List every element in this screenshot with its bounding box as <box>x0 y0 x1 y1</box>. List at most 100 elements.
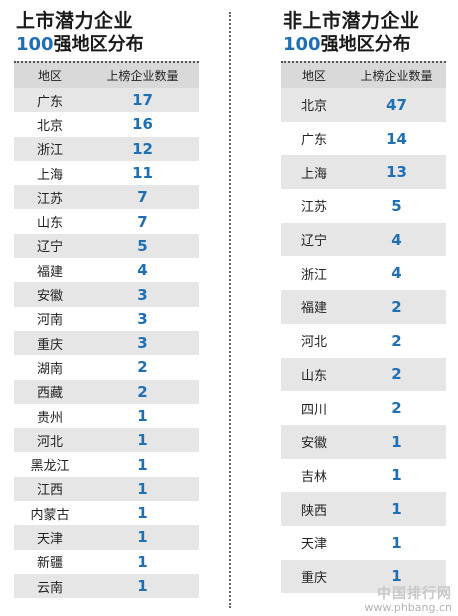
listed-table-row: 山东 7 <box>14 209 199 233</box>
listed-row-region: 黑龙江 <box>30 459 70 475</box>
unlisted-row-count: 2 <box>391 365 402 384</box>
listed-row-region: 上海 <box>36 167 63 183</box>
site-watermark: 中国排行网 www.phbang.cn <box>364 586 452 614</box>
listed-row-region: 福建 <box>36 264 63 280</box>
unlisted-header-region: 地区 <box>301 69 326 83</box>
unlisted-table-row: 吉林 1 <box>281 459 446 493</box>
listed-table-row: 黑龙江 1 <box>14 452 199 476</box>
unlisted-row-count: 1 <box>391 533 402 552</box>
listed-row-region: 河北 <box>36 434 63 450</box>
listed-row-region: 重庆 <box>36 337 63 353</box>
listed-table-row: 江西 1 <box>14 476 199 502</box>
listed-row-count: 16 <box>132 115 153 134</box>
unlisted-table-row: 浙江 4 <box>281 256 446 290</box>
unlisted-title-line1: 非上市潜力企业 <box>283 10 420 32</box>
unlisted-row-region: 重庆 <box>300 570 327 586</box>
unlisted-table-row: 河北 2 <box>281 324 446 358</box>
watermark-line2: www.phbang.cn <box>364 601 452 614</box>
listed-row-region: 江苏 <box>36 191 63 207</box>
unlisted-table-row: 重庆 1 <box>281 559 446 594</box>
listed-row-region: 浙江 <box>36 143 63 159</box>
unlisted-row-count: 14 <box>386 129 407 148</box>
unlisted-row-region: 浙江 <box>300 267 327 283</box>
listed-title: 上市潜力企业 100强地区分布 <box>14 0 199 58</box>
unlisted-row-count: 13 <box>386 163 407 182</box>
listed-row-count: 1 <box>137 528 148 547</box>
listed-table-row: 安徽 3 <box>14 282 199 307</box>
listed-row-count: 7 <box>137 188 148 207</box>
listed-panel: 上市潜力企业 100强地区分布 地区 上榜企业数量 广东 17 北京 16 浙江 12 上海… <box>14 0 199 599</box>
listed-row-region: 湖南 <box>36 361 63 377</box>
listed-row-count: 1 <box>137 431 148 450</box>
listed-table-header: 地区 上榜企业数量 <box>14 61 199 88</box>
listed-table-row: 江苏 7 <box>14 185 199 210</box>
unlisted-row-count: 2 <box>391 331 402 350</box>
listed-header-region: 地区 <box>37 69 62 83</box>
watermark-line1: 中国排行网 <box>377 586 452 602</box>
unlisted-row-region: 吉林 <box>300 469 327 485</box>
unlisted-title-line2: 100强地区分布 <box>283 30 411 56</box>
unlisted-row-count: 2 <box>391 297 402 316</box>
unlisted-row-count: 1 <box>391 500 402 519</box>
listed-row-region: 安徽 <box>36 289 63 305</box>
listed-row-count: 1 <box>137 455 148 474</box>
listed-row-count: 1 <box>137 504 148 523</box>
unlisted-row-count: 1 <box>391 432 402 451</box>
listed-row-count: 2 <box>137 382 148 401</box>
unlisted-table-row: 福建 2 <box>281 290 446 324</box>
panel-divider <box>229 12 231 608</box>
listed-row-region: 天津 <box>36 531 63 547</box>
unlisted-row-count: 4 <box>391 264 402 283</box>
listed-row-count: 3 <box>137 334 148 353</box>
listed-table-row: 西藏 2 <box>14 379 199 404</box>
unlisted-row-count: 1 <box>391 567 402 586</box>
listed-table-row: 重庆 3 <box>14 330 199 356</box>
listed-row-region: 广东 <box>36 94 63 110</box>
unlisted-title: 非上市潜力企业 100强地区分布 <box>281 0 446 58</box>
listed-row-region: 西藏 <box>36 386 63 402</box>
unlisted-table-row: 上海 13 <box>281 155 446 190</box>
unlisted-title-rest: 强地区分布 <box>320 34 411 55</box>
listed-title-rest: 强地区分布 <box>53 34 144 55</box>
unlisted-table-row: 安徽 1 <box>281 424 446 459</box>
listed-header-count: 上榜企业数量 <box>106 69 179 83</box>
listed-row-region: 北京 <box>36 118 63 134</box>
listed-table-row: 内蒙古 1 <box>14 501 199 525</box>
listed-table: 地区 上榜企业数量 广东 17 北京 16 浙江 12 上海 11 江苏 7 山东 7 辽宁 5 福建 4 安徽… <box>14 61 199 599</box>
listed-row-count: 3 <box>137 285 148 304</box>
listed-table-row: 天津 1 <box>14 525 199 550</box>
unlisted-row-count: 47 <box>386 95 407 114</box>
listed-row-region: 贵州 <box>36 410 63 426</box>
listed-table-row: 云南 1 <box>14 573 199 599</box>
listed-row-region: 江西 <box>36 483 63 499</box>
unlisted-row-region: 河北 <box>300 335 327 351</box>
listed-row-region: 河南 <box>36 313 63 329</box>
listed-row-count: 4 <box>137 261 148 280</box>
listed-row-region: 云南 <box>36 580 63 596</box>
unlisted-row-count: 2 <box>391 399 402 418</box>
unlisted-row-region: 天津 <box>300 537 327 553</box>
listed-row-count: 7 <box>137 212 148 231</box>
listed-row-count: 2 <box>137 358 148 377</box>
listed-row-count: 11 <box>132 164 153 183</box>
unlisted-table-row: 陕西 1 <box>281 492 446 526</box>
unlisted-row-region: 北京 <box>300 99 327 115</box>
listed-row-region: 内蒙古 <box>30 507 70 523</box>
listed-row-count: 5 <box>137 236 148 255</box>
unlisted-row-count: 1 <box>391 466 402 485</box>
listed-row-count: 1 <box>137 407 148 425</box>
listed-table-row: 福建 4 <box>14 258 199 282</box>
unlisted-title-number: 100 <box>283 34 321 55</box>
listed-row-count: 17 <box>132 91 153 110</box>
unlisted-table: 地区 上榜企业数量 北京 47 广东 14 上海 13 江苏 5 辽宁 4 浙江 4 福建 2 河北 2 山东 2… <box>281 61 446 594</box>
unlisted-row-region: 广东 <box>300 133 327 149</box>
unlisted-row-region: 安徽 <box>300 436 327 452</box>
listed-row-count: 1 <box>137 479 148 498</box>
listed-row-count: 12 <box>132 139 153 158</box>
unlisted-table-row: 四川 2 <box>281 391 446 425</box>
listed-table-row: 新疆 1 <box>14 550 199 574</box>
listed-table-row: 贵州 1 <box>14 404 199 428</box>
listed-row-count: 1 <box>137 577 148 596</box>
unlisted-row-count: 4 <box>391 230 402 249</box>
listed-row-count: 1 <box>137 552 148 571</box>
